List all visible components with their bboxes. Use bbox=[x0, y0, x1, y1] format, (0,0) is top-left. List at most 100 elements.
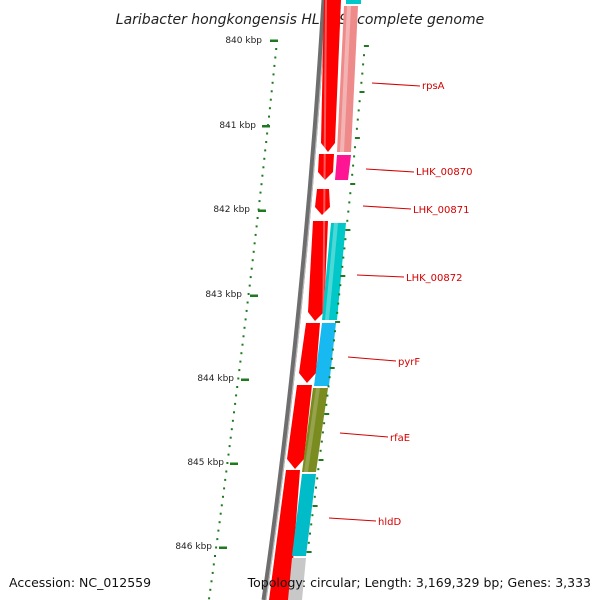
scale-dot bbox=[253, 242, 256, 245]
cog-block-rfaE[interactable] bbox=[302, 388, 328, 472]
outer-dot bbox=[343, 247, 346, 250]
outer-dot bbox=[318, 459, 324, 461]
outer-dot bbox=[354, 146, 356, 149]
scale-dot bbox=[220, 504, 223, 507]
outer-dot bbox=[312, 505, 318, 507]
map-title: Laribacter hongkongensis HLHK9, complete… bbox=[116, 12, 484, 28]
outer-dot bbox=[353, 155, 356, 158]
outer-dot bbox=[327, 385, 330, 388]
gene-label-text[interactable]: rpsA bbox=[422, 81, 445, 92]
scale-dot bbox=[262, 166, 265, 169]
cds-arrow[interactable] bbox=[308, 221, 328, 321]
scale-dot bbox=[239, 360, 242, 363]
scale-dot bbox=[235, 394, 238, 397]
outer-dot bbox=[328, 376, 331, 379]
scale-dot bbox=[259, 191, 262, 194]
outer-dot bbox=[351, 173, 354, 176]
outer-dot bbox=[356, 118, 359, 121]
scale-dot bbox=[234, 402, 237, 405]
cds-arrow[interactable] bbox=[321, 0, 341, 152]
outer-dot bbox=[319, 449, 322, 452]
scale-dot bbox=[270, 90, 273, 93]
outer-dot bbox=[336, 311, 339, 314]
scale-dot bbox=[263, 157, 266, 160]
gene-label-LHK_00870[interactable]: LHK_00870 bbox=[365, 167, 472, 178]
gene-label-pyrF[interactable]: pyrF bbox=[347, 356, 420, 368]
gene-label-hldD[interactable]: hldD bbox=[328, 517, 401, 528]
outer-dot bbox=[338, 293, 341, 296]
kbp-tick-840: 840 kbp bbox=[225, 36, 278, 46]
scale-dot bbox=[228, 445, 231, 448]
cog-block-rfaE-light bbox=[304, 388, 320, 472]
gene-label-text[interactable]: LHK_00870 bbox=[416, 167, 472, 178]
outer-dot bbox=[347, 210, 350, 213]
cds-arrow[interactable] bbox=[318, 154, 334, 180]
outer-dot bbox=[335, 321, 341, 323]
cog-block-LHK_00870[interactable] bbox=[335, 155, 351, 180]
outer-dot bbox=[360, 81, 363, 84]
outer-dot bbox=[310, 523, 313, 526]
scale-dot bbox=[272, 73, 275, 76]
gene-label-text[interactable]: LHK_00872 bbox=[406, 273, 462, 284]
scale-dot bbox=[255, 225, 258, 228]
scale-dot bbox=[214, 555, 216, 557]
outer-dot bbox=[316, 477, 319, 480]
cds-arrow[interactable] bbox=[299, 323, 320, 383]
cog-block-rpsA[interactable] bbox=[337, 6, 358, 152]
cog-block-pyrF[interactable] bbox=[314, 323, 336, 386]
cog-block-LHK_00872[interactable] bbox=[322, 223, 346, 320]
gene-label-text[interactable]: LHK_00871 bbox=[413, 205, 469, 216]
cds-arrow[interactable] bbox=[287, 385, 312, 469]
outer-ticks bbox=[306, 45, 369, 553]
outer-dot bbox=[355, 127, 358, 130]
kbp-tick-846: 846 kbp bbox=[175, 542, 227, 552]
scale-dot bbox=[273, 64, 276, 67]
scale-dot bbox=[271, 81, 274, 84]
cog-block-top[interactable] bbox=[346, 0, 361, 4]
scale-dot bbox=[269, 98, 272, 101]
scale-dot bbox=[252, 250, 255, 253]
cog-block-grey[interactable] bbox=[288, 558, 306, 600]
scale-minor-ticks bbox=[208, 48, 278, 600]
scale-dot bbox=[251, 259, 254, 262]
outer-dot bbox=[349, 192, 352, 195]
kbp-label: 841 kbp bbox=[219, 121, 256, 131]
cog-block-hldD[interactable] bbox=[292, 474, 316, 556]
scale-dot bbox=[223, 487, 226, 490]
scale-dot bbox=[208, 597, 211, 600]
scale-dot bbox=[217, 529, 220, 532]
gene-label-text[interactable]: hldD bbox=[378, 517, 401, 528]
scale-dot bbox=[237, 377, 240, 380]
scale-dot bbox=[258, 200, 261, 203]
outer-dot bbox=[339, 284, 342, 287]
scale-dot bbox=[265, 141, 268, 143]
scale-dot bbox=[249, 276, 252, 279]
outer-dot bbox=[361, 72, 364, 75]
outer-dot bbox=[350, 183, 356, 185]
scale-dot bbox=[210, 580, 213, 583]
outer-dot bbox=[342, 256, 345, 259]
gene-label-text[interactable]: rfaE bbox=[390, 433, 410, 444]
scale-dot bbox=[216, 538, 219, 541]
outer-dot bbox=[354, 137, 360, 139]
outer-dot bbox=[334, 330, 336, 333]
cog-block-LHK_00872-light bbox=[325, 223, 338, 320]
gene-label-LHK_00871[interactable]: LHK_00871 bbox=[362, 205, 469, 216]
gene-label-text[interactable]: pyrF bbox=[398, 357, 420, 368]
cds-arrow[interactable] bbox=[315, 189, 330, 215]
outer-dot bbox=[315, 486, 317, 489]
scale-dot bbox=[268, 107, 271, 110]
scale-dot bbox=[274, 56, 277, 59]
gene-label-LHK_00872[interactable]: LHK_00872 bbox=[356, 273, 462, 284]
kbp-label: 843 kbp bbox=[205, 290, 242, 300]
gene-label-rpsA[interactable]: rpsA bbox=[371, 81, 445, 92]
outer-dot bbox=[358, 100, 361, 103]
scale-dot bbox=[231, 419, 234, 422]
cog-block-rpsA-light bbox=[340, 6, 351, 152]
scale-dot bbox=[246, 301, 249, 304]
outer-dot bbox=[329, 367, 335, 369]
scale-dot bbox=[226, 462, 229, 464]
scale-dot bbox=[229, 436, 232, 439]
gene-label-rfaE[interactable]: rfaE bbox=[339, 432, 410, 444]
